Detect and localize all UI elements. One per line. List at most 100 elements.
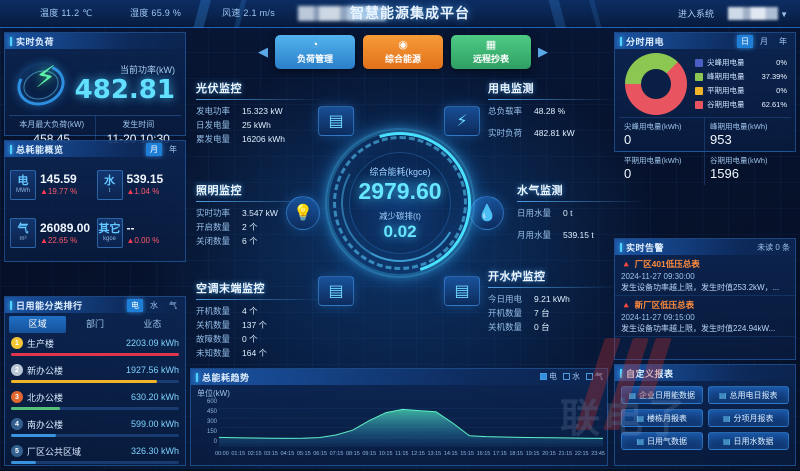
x-tick: 23:45 [591, 451, 605, 457]
x-tick: 15:15 [460, 451, 474, 457]
accent-bar [10, 36, 12, 46]
change: ▲1.04 % [127, 186, 164, 197]
panel-title: 日用能分类排行 [16, 300, 83, 311]
nav-button-remote-meter[interactable]: ▦ 远程抄表 [451, 35, 531, 69]
tab-month[interactable]: 月 [760, 37, 768, 46]
report-button[interactable]: ▤ 日用水数据 [707, 432, 789, 450]
chart-x-ticks: 00:00 01:15 02:15 03:15 04:15 05:15 06:15 07:15… [215, 451, 605, 457]
y-tick: 300 [206, 419, 217, 425]
panel-header: 实时告警 未读 0 条 [615, 239, 795, 255]
chevron-left-icon[interactable]: ◀ [258, 44, 268, 59]
rank-name: 南办公楼 [27, 419, 64, 430]
x-tick: 05:15 [296, 451, 311, 457]
label: 电 [549, 372, 557, 381]
ranking-row[interactable]: 2 新办公楼 1927.56 kWh [11, 363, 179, 390]
rank-medal: 5 [11, 445, 23, 457]
accent-bar [10, 300, 12, 310]
tou-cell-label: 峰期用电量(kWh) [710, 122, 768, 131]
y-tick: 0 [213, 439, 217, 445]
gas-icon: 气 m³ [10, 218, 36, 249]
row-value: 4 个 [242, 306, 258, 316]
report-button[interactable]: ▤ 总用电日报表 [707, 386, 789, 404]
alarm-device: 新厂区低压总表 [634, 300, 695, 310]
chart-series-tabs: 电 水 气 [540, 371, 603, 382]
report-button[interactable]: ▤ 分项月报表 [707, 409, 789, 427]
rank-bar-track [11, 434, 179, 437]
panel-header: 自定义报表 [615, 365, 795, 381]
chart-tab-water[interactable]: 水 [563, 371, 580, 382]
up-arrow-icon: ▲ [40, 235, 48, 245]
report-button[interactable]: ▤ 楼栋月报表 [621, 409, 703, 427]
lightning-icon: ⚡ [444, 106, 480, 136]
report-button[interactable]: ▤ 企业日用能数据 [621, 386, 703, 404]
tab-month[interactable]: 月 [146, 143, 162, 156]
tab-day[interactable]: 日 [737, 35, 753, 48]
alarm-item[interactable]: 🔺 厂区401低压总表 2024-11-27 09:30:00 发生设备功率越上限，发… [615, 255, 795, 296]
row-value: 482.81 kW [534, 128, 575, 138]
enter-system-link[interactable]: 进入系统 [677, 9, 714, 19]
y-tick: 150 [206, 429, 217, 435]
chevron-down-icon[interactable]: ▼ [780, 10, 788, 19]
change-pct: 19.77 % [47, 187, 78, 197]
report-icon: ▤ [722, 413, 731, 423]
tab-department[interactable]: 部门 [85, 319, 104, 329]
chart-y-axis-label: 单位(kW) [197, 389, 230, 398]
ranking-row[interactable]: 4 南办公楼 599.00 kWh [11, 417, 179, 444]
row-key: 关闭数量 [196, 236, 231, 246]
tab-electricity[interactable]: 电 [127, 299, 143, 312]
electricity-monitor-title: 用电监测 [488, 83, 534, 95]
row-key: 实时功率 [196, 208, 231, 218]
chart-plot-area [219, 408, 603, 447]
row-key: 关机数量 [488, 322, 523, 332]
carbon-reduction-value: 0.02 [383, 221, 417, 241]
legend-percent: 0% [776, 58, 787, 67]
tab-gas[interactable]: 气 [169, 301, 177, 310]
tab-year[interactable]: 年 [169, 145, 177, 154]
chart-tab-gas[interactable]: 气 [586, 371, 603, 382]
rank-value: 2203.09 kWh [125, 338, 179, 348]
row-key: 开机数量 [488, 308, 523, 318]
boiler-icon: ▤ [444, 276, 480, 306]
ranking-row[interactable]: 1 生产楼 2203.09 kWh [11, 336, 179, 363]
x-tick: 09:15 [362, 451, 377, 457]
ranking-row[interactable]: 5 厂区公共区域 326.30 kWh [11, 444, 179, 471]
nav-button-label: 负荷管理 [296, 54, 333, 64]
nav-button-load-management[interactable]: ◔ 负荷管理 [275, 35, 355, 69]
row-key: 发电功率 [196, 106, 231, 116]
tab-year[interactable]: 年 [779, 37, 787, 46]
alarm-icon: 🔺 [621, 258, 632, 269]
lightning-bolt-icon: ⚡ [11, 55, 73, 113]
row-key: 故障数量 [196, 334, 231, 344]
tab-business[interactable]: 业态 [143, 319, 162, 329]
rank-bar-track [11, 353, 179, 356]
nav-button-integrated-energy[interactable]: ◉ 综合能源 [363, 35, 443, 69]
module-nav: ◀ ◔ 负荷管理 ◉ 综合能源 ▦ 远程抄表 ▶ [258, 33, 548, 71]
alarm-item[interactable]: 🔺 新厂区低压总表 2024-11-27 09:15:00 发生设备功率越上限，发生时… [615, 296, 795, 337]
rank-bar-fill [11, 407, 60, 410]
pv-monitor: 光伏监控 发电功率 15.323 kW 日发电量 25 kWh 累发电量 16206 … [196, 80, 324, 146]
water-gas-monitor: 水气监测 日用水量 0 t 月用水量 539.15 t [517, 182, 645, 242]
realtime-alarm-panel: 实时告警 未读 0 条 🔺 厂区401低压总表 2024-11-27 09:30:0… [614, 238, 796, 360]
swatch [563, 373, 570, 380]
icon-unit: m³ [19, 236, 27, 243]
ranking-list: 1 生产楼 2203.09 kWh 2 新办公楼 1927.56 kWh 3 北办公楼 630.… [5, 333, 185, 471]
divider [196, 201, 324, 202]
x-tick: 17:15 [492, 451, 507, 457]
x-tick: 16:15 [476, 451, 491, 457]
accent-bar [620, 36, 622, 46]
chart-tab-electricity[interactable]: 电 [540, 371, 557, 382]
water-gas-monitor-title: 水气监测 [517, 185, 563, 197]
overview-cell-water: 水 t 539.15 ▲1.04 % [96, 162, 181, 208]
tab-water[interactable]: 水 [150, 301, 158, 310]
tou-cell-value: 1596 [710, 166, 739, 181]
tou-values-grid: 尖峰用电量(kWh) 0 峰期用电量(kWh) 953 平期用电量(kWh) 0 谷期用电量… [619, 117, 791, 185]
ranking-row[interactable]: 3 北办公楼 630.20 kWh [11, 390, 179, 417]
user-name-redacted[interactable] [728, 7, 778, 20]
row-key: 月用水量 [517, 230, 552, 240]
alarm-icon: 🔺 [621, 299, 632, 310]
legend-swatch [695, 87, 703, 95]
rank-name: 新办公楼 [27, 365, 64, 376]
tab-area[interactable]: 区域 [9, 316, 67, 333]
report-button[interactable]: ▤ 日用气数据 [621, 432, 703, 450]
chevron-right-icon[interactable]: ▶ [538, 44, 548, 59]
